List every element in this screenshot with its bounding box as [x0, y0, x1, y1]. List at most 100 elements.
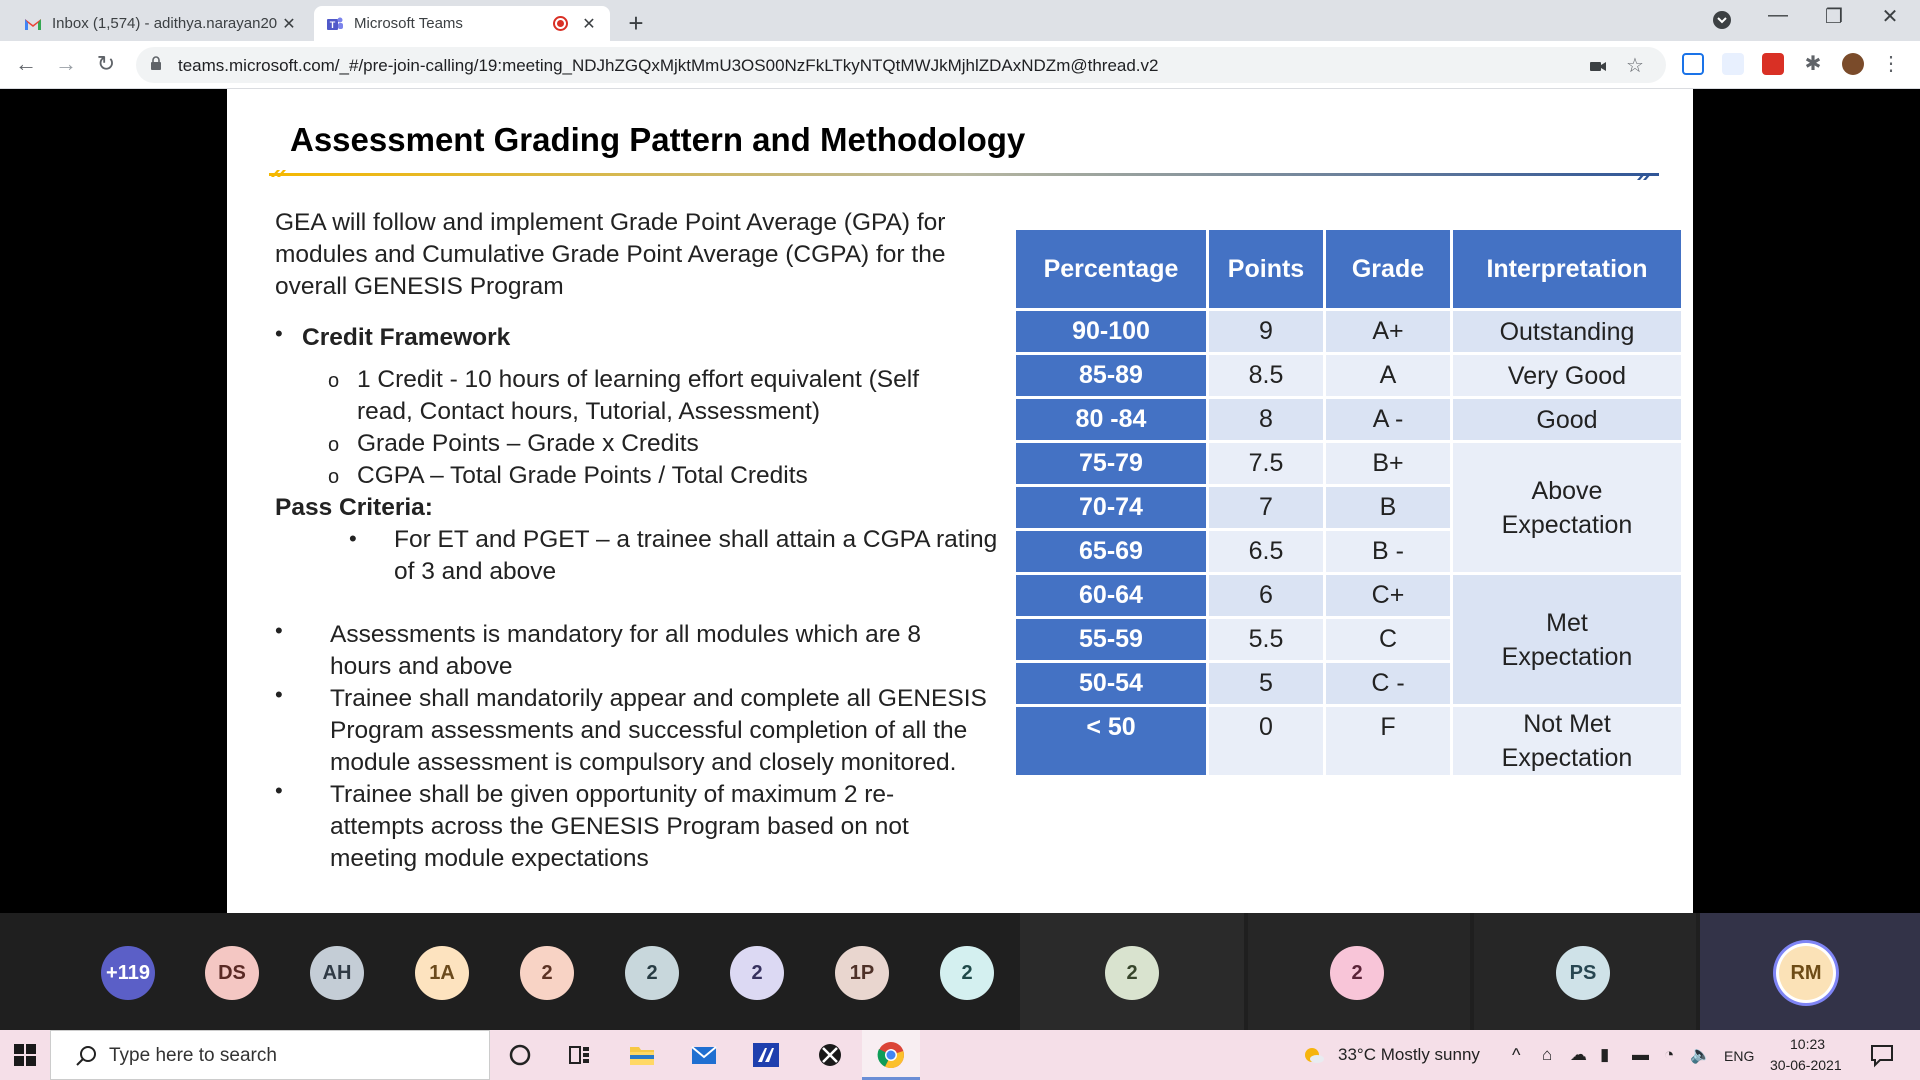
url-text: teams.microsoft.com/_#/pre-join-calling/… [178, 56, 1159, 75]
intro-line: GEA will follow and implement Grade Poin… [275, 209, 946, 236]
address-bar[interactable]: teams.microsoft.com/_#/pre-join-calling/… [136, 47, 1666, 83]
new-tab-button[interactable]: + [628, 8, 644, 38]
participant-avatar[interactable]: PS [1556, 946, 1610, 1000]
participant-avatar[interactable]: 2 [1105, 946, 1159, 1000]
chrome-taskbar-item[interactable] [862, 1030, 920, 1080]
minimize-icon[interactable]: — [1768, 4, 1788, 26]
table-header-row: Percentage Points Grade Interpretation [1016, 230, 1681, 308]
cell-grade: C - [1326, 663, 1450, 704]
cell-points: 5 [1209, 663, 1323, 704]
rule-line: Assessments is mandatory for all modules… [330, 621, 921, 648]
volume-icon[interactable]: 🔈 [1690, 1045, 1712, 1064]
cell-percentage: 50-54 [1016, 663, 1206, 704]
sub-bullet-icon: o [328, 370, 340, 392]
restore-icon[interactable]: ❐ [1825, 6, 1843, 28]
rule-line: Program assessments and successful compl… [330, 717, 968, 744]
browser-menu-icon[interactable]: ⋮ [1881, 53, 1901, 75]
avatar-label: 2 [961, 961, 973, 984]
header-interpretation: Interpretation [1453, 230, 1681, 308]
windows-taskbar: Type here to search 33°C Mostly sunny ^ … [0, 1030, 1920, 1080]
cell-percentage: 75-79 [1016, 443, 1206, 484]
tray-mic-icon[interactable]: ▮ [1600, 1045, 1610, 1064]
avatar-label: 2 [1351, 961, 1363, 984]
participant-avatar[interactable]: 2 [940, 946, 994, 1000]
avatar-label: 2 [541, 961, 553, 984]
bullet-icon: • [275, 682, 283, 707]
wifi-icon[interactable]: ◔ [1664, 1045, 1675, 1064]
tab-title: Microsoft Teams [354, 15, 463, 32]
credit-item: 1 Credit - 10 hours of learning effort e… [357, 366, 920, 393]
cell-percentage: 70-74 [1016, 487, 1206, 528]
participant-avatar[interactable]: 2 [625, 946, 679, 1000]
cell-points: 7.5 [1209, 443, 1323, 484]
camera-blocked-icon[interactable] [1588, 56, 1608, 76]
svg-text:T: T [330, 20, 336, 30]
forward-icon[interactable]: → [55, 51, 77, 76]
participant-avatar[interactable]: 2 [520, 946, 574, 1000]
slide-title: Assessment Grading Pattern and Methodolo… [290, 121, 1026, 158]
extension-screen-icon[interactable] [1682, 53, 1704, 75]
tab-gmail[interactable]: Inbox (1,574) - adithya.narayan20 ✕ [12, 6, 310, 41]
participant-avatar[interactable]: DS [205, 946, 259, 1000]
table-row: 90-100 9 A+ Outstanding [1016, 311, 1681, 352]
participant-overflow-avatar[interactable]: +119 [101, 946, 155, 1000]
shared-content-stage: Assessment Grading Pattern and Methodolo… [0, 89, 1920, 913]
tab-teams[interactable]: T Microsoft Teams ✕ [314, 6, 610, 41]
credit-heading: Credit Framework [302, 324, 511, 351]
tray-chevron-icon[interactable]: ^ [1512, 1045, 1521, 1065]
taskbar-search-box[interactable]: Type here to search [50, 1030, 490, 1080]
extensions-puzzle-icon[interactable]: ✱ [1804, 53, 1822, 75]
cell-interpretation: Outstanding [1453, 311, 1681, 352]
cell-interpretation: Very Good [1453, 355, 1681, 396]
mail-icon[interactable] [690, 1042, 718, 1068]
clock-date[interactable]: 30-06-2021 [1770, 1057, 1842, 1073]
participant-avatar[interactable]: 1A [415, 946, 469, 1000]
gmail-icon [25, 18, 41, 30]
cell-points: 5.5 [1209, 619, 1323, 660]
participant-avatar[interactable]: 2 [1330, 946, 1384, 1000]
participant-avatar-speaking[interactable]: RM [1779, 946, 1833, 1000]
weather-text[interactable]: 33°C Mostly sunny [1338, 1045, 1480, 1064]
table-row: 80 -84 8 A - Good [1016, 399, 1681, 440]
sub-bullet-icon: o [328, 466, 340, 488]
notifications-icon[interactable] [1868, 1042, 1896, 1068]
xbox-icon[interactable] [816, 1042, 844, 1068]
tab-close-icon[interactable]: ✕ [282, 15, 296, 33]
back-icon[interactable]: ← [15, 51, 37, 76]
bookmark-star-icon[interactable]: ☆ [1626, 55, 1644, 77]
tray-meet-icon[interactable]: ⌂ [1542, 1045, 1553, 1064]
participant-avatar[interactable]: 1P [835, 946, 889, 1000]
avatar-label: +119 [106, 961, 150, 984]
close-window-icon[interactable]: ✕ [1881, 6, 1899, 28]
recording-icon [553, 16, 568, 31]
language-indicator[interactable]: ENG [1724, 1048, 1755, 1064]
extension-pen-icon[interactable] [1722, 53, 1744, 75]
title-underline [269, 170, 1659, 180]
participants-bar: +119 DS AH 1A 2 2 2 1P 2 2 2 PS RM [0, 913, 1920, 1030]
tray-cloud-icon[interactable]: ☁ [1570, 1045, 1587, 1064]
participant-avatar[interactable]: 2 [730, 946, 784, 1000]
credit-item: read, Contact hours, Tutorial, Assessmen… [357, 398, 820, 425]
pdf-extension-icon[interactable] [1762, 53, 1784, 75]
cell-percentage: 85-89 [1016, 355, 1206, 396]
weather-sun-icon[interactable] [1300, 1042, 1328, 1068]
table-row: 75-79 7.5 B+ Above Expectation [1016, 443, 1681, 572]
tab-search-icon[interactable] [1702, 4, 1742, 36]
reload-icon[interactable]: ↻ [96, 51, 116, 76]
intro-line: overall GENESIS Program [275, 273, 564, 300]
participant-avatar[interactable]: AH [310, 946, 364, 1000]
app-icon[interactable] [752, 1042, 780, 1068]
table-row: 60-64 6 C+ Met Expectation [1016, 575, 1681, 704]
clock-time[interactable]: 10:23 [1790, 1036, 1826, 1052]
windows-start-icon[interactable] [14, 1044, 36, 1066]
cell-interpretation: Not Met Expectation [1453, 707, 1681, 775]
cell-points: 8 [1209, 399, 1323, 440]
cell-grade: B [1326, 487, 1450, 528]
cell-percentage: 55-59 [1016, 619, 1206, 660]
task-view-icon[interactable] [566, 1042, 594, 1068]
file-explorer-icon[interactable] [628, 1042, 656, 1068]
battery-icon[interactable]: ▬ [1632, 1045, 1649, 1064]
profile-avatar[interactable] [1842, 53, 1864, 75]
cortana-icon[interactable] [506, 1042, 534, 1068]
tab-close-icon[interactable]: ✕ [582, 15, 596, 33]
